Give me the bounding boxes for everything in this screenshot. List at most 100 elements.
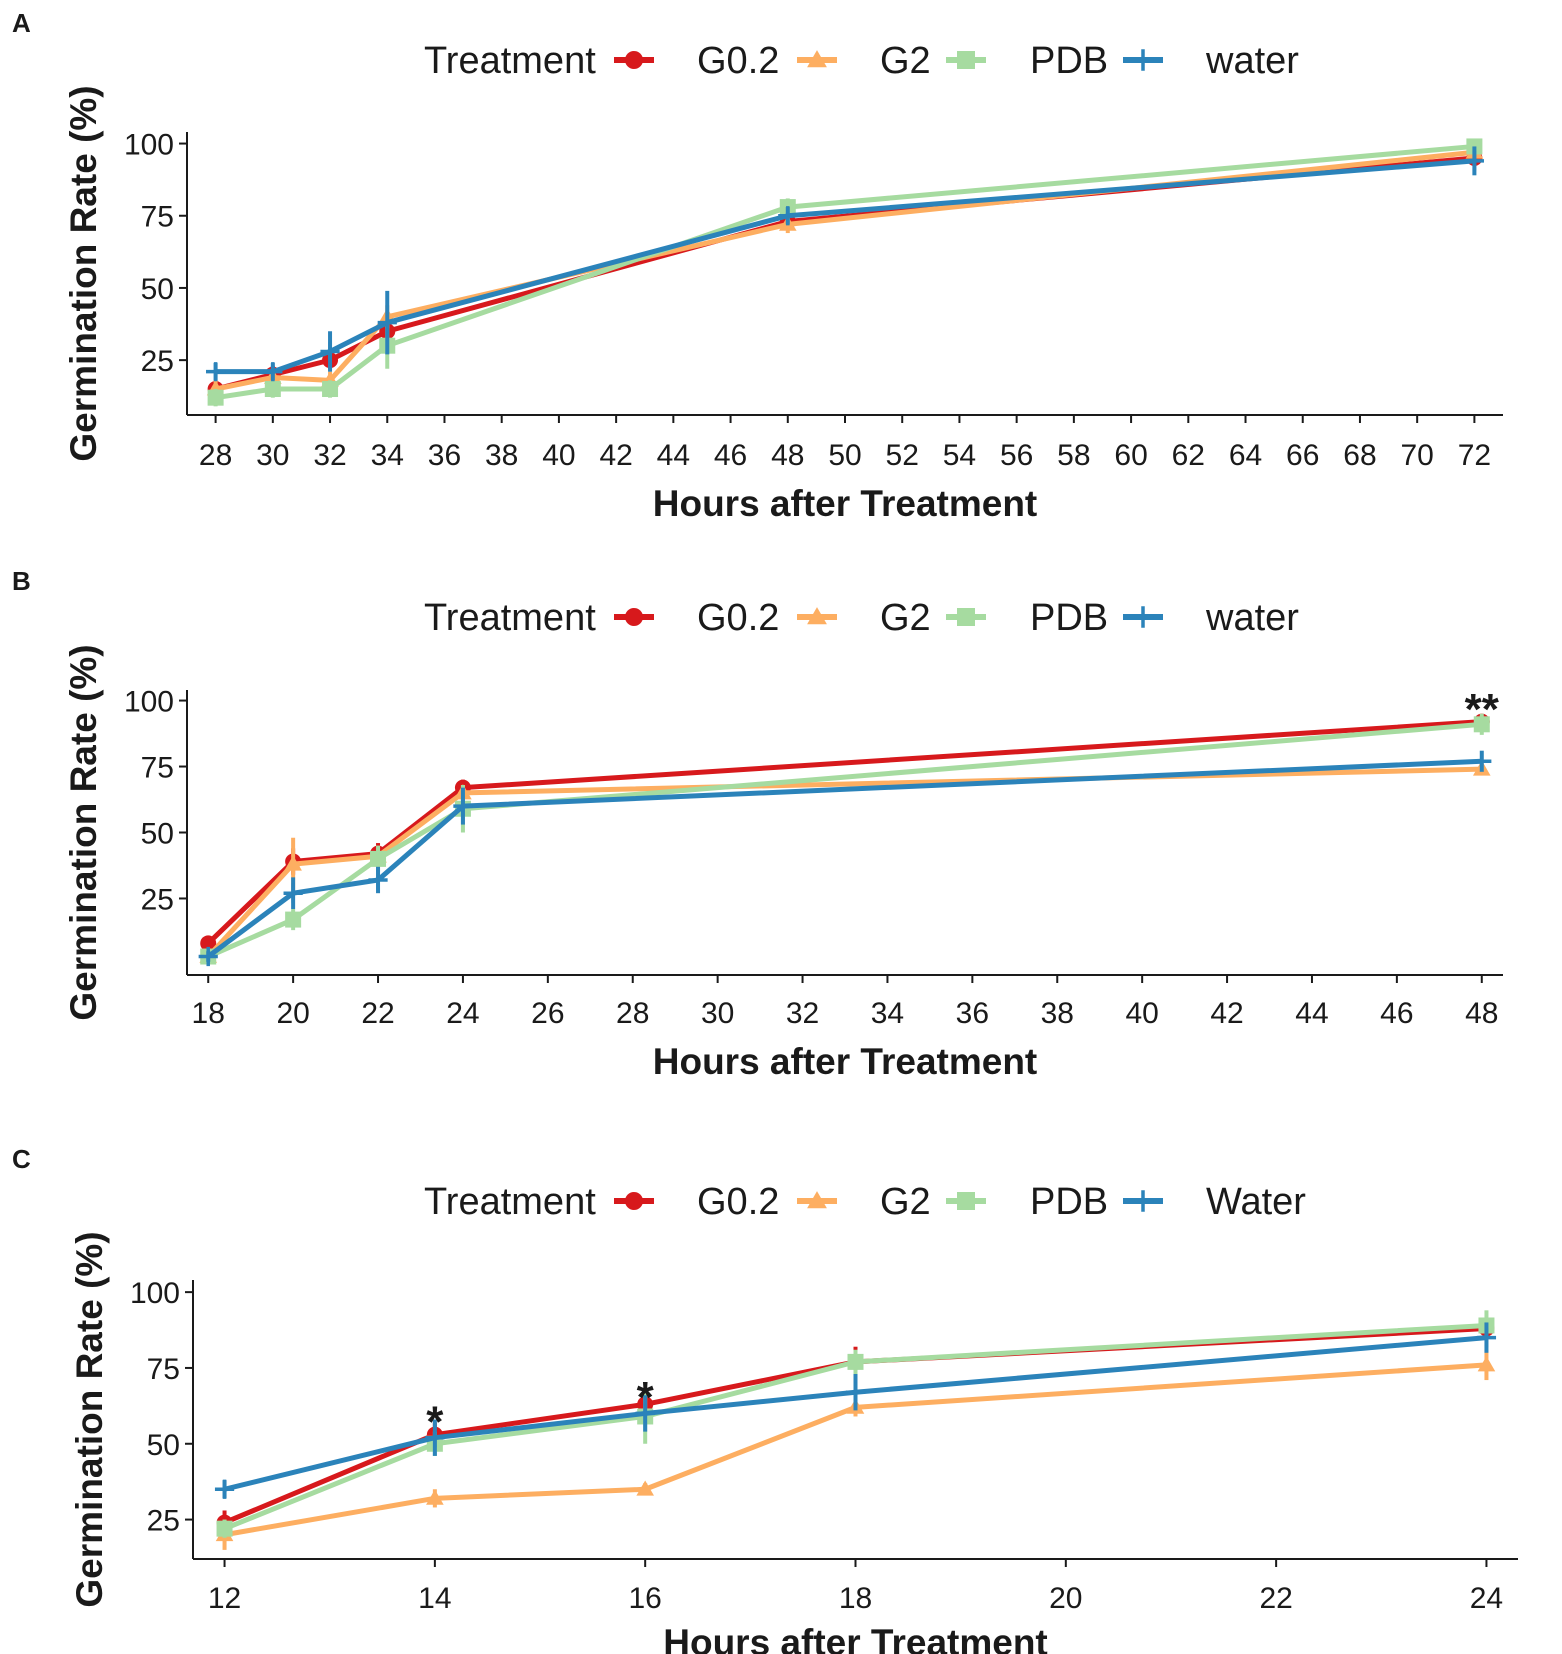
legend-key-circle-icon	[625, 51, 643, 69]
x-tick-label: 34	[871, 997, 904, 1030]
x-tick-label: 52	[886, 439, 919, 472]
data-point	[377, 312, 397, 333]
legend-key-plus-icon	[1132, 606, 1154, 628]
series-g0.2	[200, 713, 1490, 952]
y-tick-label: 25	[141, 345, 174, 378]
data-point	[635, 1403, 655, 1424]
x-tick-label: 38	[485, 439, 518, 472]
x-tick-label: 44	[1295, 997, 1328, 1030]
data-point	[425, 1428, 445, 1448]
x-tick-label: 66	[1286, 439, 1319, 472]
x-tick-label: 50	[828, 439, 861, 472]
legend: Treatment G0.2 G2 PDB water	[424, 40, 1299, 82]
series-water	[214, 1322, 1497, 1499]
y-tick-label: 75	[147, 1353, 180, 1386]
significance-annotation: **	[1465, 685, 1500, 734]
panel-letter: B	[12, 566, 31, 596]
x-tick-label: 24	[446, 997, 479, 1030]
legend-key-square-icon	[957, 51, 975, 69]
x-tick-label: 40	[542, 439, 575, 472]
x-tick-label: 46	[714, 439, 747, 472]
x-tick-label: 38	[1041, 997, 1074, 1030]
legend-label: Water	[1206, 1181, 1306, 1223]
panel-letter: A	[12, 8, 31, 38]
series-line	[215, 149, 1475, 392]
data-point	[216, 1520, 233, 1537]
data-point	[453, 796, 473, 816]
x-tick-label: 18	[192, 997, 225, 1030]
legend-title: Treatment	[424, 1181, 596, 1223]
legend-entry-pdb: PDB	[946, 597, 1108, 639]
x-tick-label: 54	[943, 439, 976, 472]
x-tick-label: 14	[418, 1582, 451, 1615]
data-point	[1477, 1356, 1496, 1372]
legend-entry-g2: G2	[797, 40, 931, 82]
x-tick-label: 34	[371, 439, 404, 472]
y-tick-label: 50	[147, 1429, 180, 1462]
significance-annotation: *	[637, 1373, 655, 1422]
panel-a: A Treatment G0.2 G2 PDB water 25 50 75 100 28 30 32 3…	[12, 8, 1503, 524]
legend: Treatment G0.2 G2 PDB Water	[424, 1181, 1306, 1223]
x-tick-label: 44	[657, 439, 690, 472]
data-point	[284, 855, 302, 871]
data-point	[1473, 716, 1490, 733]
x-tick-label: 48	[1465, 997, 1498, 1030]
x-axis-title: Hours after Treatment	[653, 1041, 1038, 1082]
data-point	[368, 870, 388, 890]
legend-key-square-icon	[957, 1192, 975, 1210]
x-tick-label: 22	[1259, 1582, 1292, 1615]
x-tick-label: 20	[276, 997, 309, 1030]
legend-label: G0.2	[697, 597, 779, 639]
data-point	[426, 1489, 444, 1505]
x-tick-label: 32	[786, 997, 819, 1030]
y-tick-label: 50	[141, 818, 174, 851]
x-tick-label: 30	[701, 997, 734, 1030]
series-water	[198, 750, 1492, 967]
legend-entry-g0.2: G0.2	[614, 40, 779, 82]
legend-label: G0.2	[697, 40, 779, 82]
y-axis-title: Germination Rate (%)	[69, 1231, 110, 1607]
x-tick-label: 20	[1049, 1582, 1082, 1615]
legend-key-plus-icon	[1132, 1190, 1154, 1212]
legend-key-triangle-icon	[807, 1191, 827, 1209]
legend-entry-water: water	[1123, 597, 1299, 639]
data-point	[1472, 751, 1492, 771]
legend-label: G2	[880, 597, 931, 639]
x-tick-label: 30	[256, 439, 289, 472]
legend-label: G0.2	[697, 1181, 779, 1223]
legend-entry-g2: G2	[797, 1181, 931, 1223]
panel-letter: C	[12, 1144, 31, 1174]
data-point	[1464, 151, 1484, 171]
x-tick-label: 42	[599, 439, 632, 472]
y-axis-title: Germination Rate (%)	[63, 85, 104, 461]
data-point	[263, 362, 283, 382]
data-point	[322, 381, 339, 398]
data-point	[206, 362, 226, 382]
legend-label: G2	[880, 1181, 931, 1223]
legend-label: PDB	[1030, 1181, 1108, 1223]
series-line	[206, 719, 1482, 946]
x-tick-label: 42	[1210, 997, 1243, 1030]
x-tick-label: 62	[1172, 439, 1205, 472]
data-point	[198, 946, 218, 967]
legend-title: Treatment	[424, 597, 596, 639]
legend-label: PDB	[1030, 40, 1108, 82]
legend-key-circle-icon	[625, 1192, 643, 1210]
data-point	[778, 206, 798, 226]
x-tick-label: 40	[1125, 997, 1158, 1030]
x-tick-label: 56	[1000, 439, 1033, 472]
legend-label: water	[1205, 597, 1299, 639]
y-axis-title: Germination Rate (%)	[63, 644, 104, 1020]
legend-entry-g0.2: G0.2	[614, 1181, 779, 1223]
y-tick-label: 100	[124, 129, 174, 162]
x-tick-label: 32	[313, 439, 346, 472]
legend-entry-g2: G2	[797, 597, 931, 639]
y-tick-label: 75	[141, 752, 174, 785]
x-tick-label: 48	[771, 439, 804, 472]
series-pdb	[207, 138, 1483, 407]
x-tick-label: 12	[208, 1582, 241, 1615]
legend-key-plus-icon	[1132, 49, 1154, 71]
x-tick-label: 46	[1380, 997, 1413, 1030]
series-line	[214, 155, 1475, 392]
x-tick-label: 58	[1057, 439, 1090, 472]
